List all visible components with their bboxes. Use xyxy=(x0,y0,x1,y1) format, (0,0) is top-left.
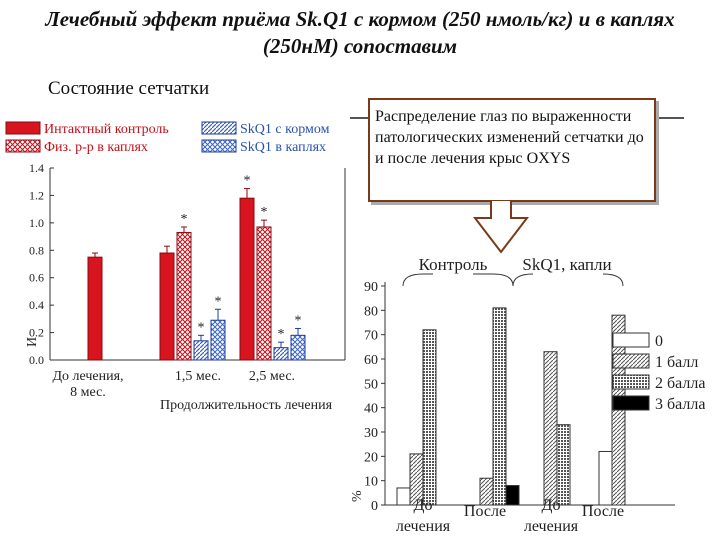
callout-arrow xyxy=(472,200,530,254)
bar xyxy=(239,197,255,361)
retina-index-chart: Интактный контроль Физ. р-р в каплях SkQ1 … xyxy=(5,121,346,412)
callout-box: Распределение глаз по выраженности патол… xyxy=(368,98,656,202)
y-tick-label: 80 xyxy=(364,304,378,319)
x-category-label: До xyxy=(542,497,561,514)
legend-label: Интактный контроль xyxy=(44,122,169,137)
significance-star: * xyxy=(244,174,251,189)
significance-star: * xyxy=(181,212,188,227)
y-tick-label: 0.6 xyxy=(29,271,44,285)
y-tick-label: 0.0 xyxy=(29,353,44,367)
x-category-label: 2,5 мес. xyxy=(249,369,295,384)
y-tick-label: 0.2 xyxy=(29,326,44,340)
legend-label: 2 балла xyxy=(655,375,705,392)
slide-title: Лечебный эффект приёма Sk.Q1 с кормом (2… xyxy=(45,7,675,58)
legend-swatch xyxy=(5,121,41,135)
bar xyxy=(290,334,306,361)
bar xyxy=(176,231,192,361)
legend-swatch xyxy=(612,374,650,390)
bar xyxy=(273,347,289,361)
x-category-label: До лечения, xyxy=(52,369,123,384)
bar xyxy=(505,485,520,506)
slide-subtitle: Состояние сетчатки xyxy=(48,78,210,99)
legend-swatch xyxy=(5,139,41,153)
y-tick-label: 0.4 xyxy=(29,298,44,312)
bar xyxy=(396,487,411,506)
x-category-label: После xyxy=(582,503,624,520)
y-tick-label: 90 xyxy=(364,280,378,295)
y-axis-label: % xyxy=(350,490,365,502)
divider-left xyxy=(350,117,368,119)
x-axis-label: Продолжительность лечения xyxy=(160,398,333,412)
group-label: SkQ1, капли xyxy=(522,255,611,274)
legend-label: SkQ1 с кормом xyxy=(240,122,330,137)
eye-distribution-chart: 0 10 20 30 40 50 60 70 80 90% Контроль SkQ1, капли Д… xyxy=(350,200,705,535)
significance-star: * xyxy=(198,320,205,335)
y-tick-label: 60 xyxy=(364,353,378,368)
bar xyxy=(193,340,209,361)
bar xyxy=(479,477,494,506)
y-tick-label: 1.2 xyxy=(29,188,44,202)
legend-swatch xyxy=(612,353,650,369)
x-category-label: До xyxy=(414,497,433,514)
y-tick-label: 1.4 xyxy=(29,161,44,175)
y-tick-label: 1.0 xyxy=(29,216,44,230)
bar xyxy=(492,307,507,506)
group-bracket xyxy=(602,273,624,287)
group-bracket xyxy=(512,273,534,287)
y-tick-label: 50 xyxy=(364,377,378,392)
group-bracket xyxy=(473,273,514,287)
legend-swatch xyxy=(612,332,650,348)
x-category-label: 8 мес. xyxy=(70,385,106,400)
legend-swatch xyxy=(201,121,237,135)
significance-star: * xyxy=(278,327,285,342)
legend-label: SkQ1 в каплях xyxy=(240,140,326,155)
bar xyxy=(598,450,613,506)
bar xyxy=(543,351,558,506)
legend-label: 3 балла xyxy=(655,396,705,413)
x-category-label: 1,5 мес. xyxy=(175,369,221,384)
group-bracket xyxy=(402,273,433,287)
bar xyxy=(210,319,226,361)
bar xyxy=(556,424,571,506)
legend-swatch xyxy=(612,395,650,411)
y-tick-label: 30 xyxy=(364,426,378,441)
bar xyxy=(256,226,272,361)
significance-star: * xyxy=(295,313,302,328)
bar xyxy=(87,256,103,361)
y-tick-label: 70 xyxy=(364,329,378,344)
y-tick-label: 20 xyxy=(364,450,378,465)
divider-right xyxy=(656,117,684,119)
legend-swatch xyxy=(201,139,237,153)
legend-label: 1 балл xyxy=(655,354,698,371)
legend-label: 0 xyxy=(655,333,663,350)
y-tick-label: 0.8 xyxy=(29,243,44,257)
y-tick-label: 40 xyxy=(364,402,378,417)
y-tick-label: 0 xyxy=(371,499,378,514)
bar xyxy=(422,329,437,506)
bar xyxy=(159,252,175,361)
x-category-label: лечения xyxy=(396,518,451,535)
y-axis-label: И xyxy=(25,337,40,347)
y-tick-label: 10 xyxy=(364,475,378,490)
significance-star: * xyxy=(261,205,268,220)
significance-star: * xyxy=(215,294,222,309)
group-label: Контроль xyxy=(419,255,488,274)
x-category-label: лечения xyxy=(524,518,579,535)
x-category-label: После xyxy=(464,503,506,520)
legend-label: Физ. р-р в каплях xyxy=(44,140,148,155)
